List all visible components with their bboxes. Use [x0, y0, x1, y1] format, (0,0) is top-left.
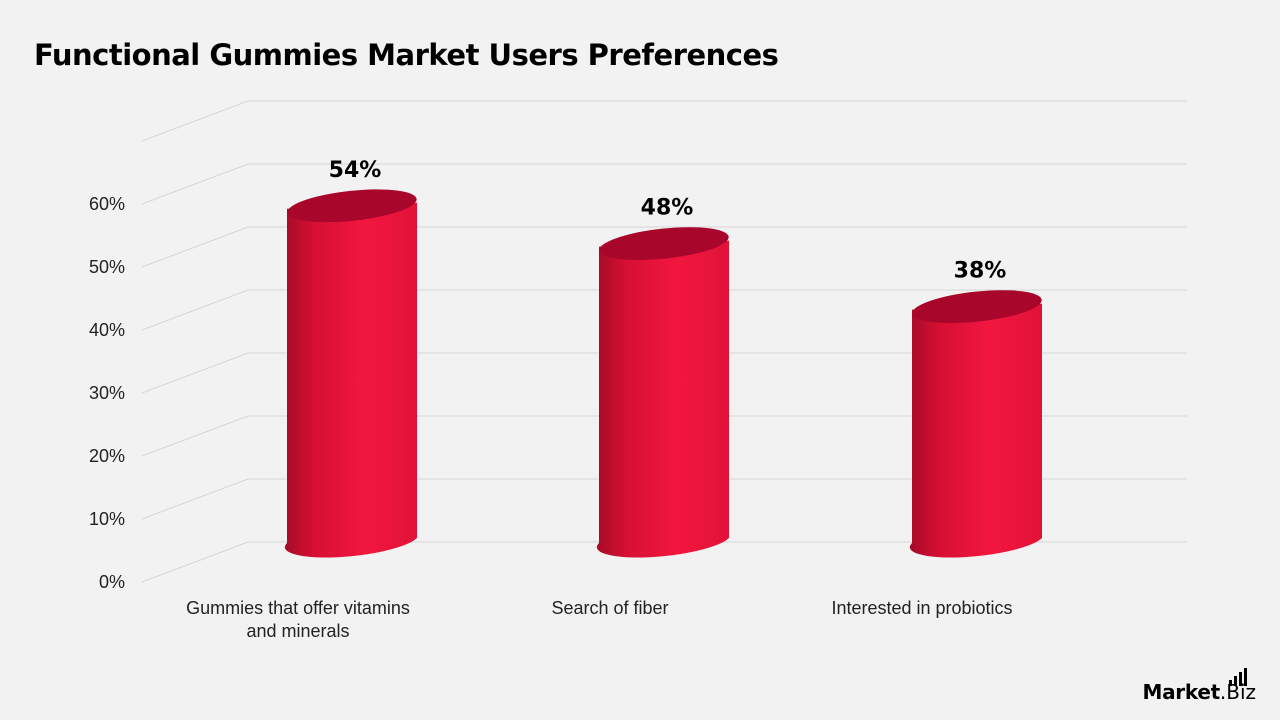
- gridline-diagonal: [141, 100, 249, 142]
- brand-logo: Market .Biz: [1142, 668, 1256, 704]
- x-category-label: and minerals: [246, 621, 349, 641]
- page-title: Functional Gummies Market Users Preferen…: [34, 38, 779, 72]
- bar-body: [284, 202, 417, 558]
- y-tick-label: 0%: [99, 572, 125, 592]
- x-category-label: Search of fiber: [551, 598, 668, 618]
- x-axis: Gummies that offer vitamins and minerals S…: [186, 598, 1012, 641]
- gridline-diagonal: [141, 478, 249, 520]
- bar: [596, 227, 729, 558]
- bar-top: [912, 290, 1042, 323]
- gridline-diagonal: [141, 226, 249, 268]
- data-label: 38%: [954, 259, 1007, 284]
- gridline-diagonal: [141, 415, 249, 457]
- gridline-diagonal: [141, 163, 249, 205]
- y-tick-label: 20%: [89, 446, 125, 466]
- bar-body: [909, 303, 1042, 558]
- x-category-label: Gummies that offer vitamins: [186, 598, 410, 618]
- data-labels: 54% 48% 38%: [329, 158, 1007, 284]
- brand-market-text: Market: [1142, 680, 1221, 704]
- y-axis: 0% 10% 20% 30% 40% 50% 60%: [89, 194, 125, 592]
- bar: [909, 290, 1042, 558]
- y-tick-label: 60%: [89, 194, 125, 214]
- x-category-label: Interested in probiotics: [831, 598, 1012, 618]
- gridline-diagonal: [141, 541, 249, 583]
- bars: [284, 189, 1042, 558]
- gridline-diagonal: [141, 289, 249, 331]
- y-tick-label: 30%: [89, 383, 125, 403]
- y-tick-label: 10%: [89, 509, 125, 529]
- bar: [284, 189, 417, 558]
- y-tick-label: 50%: [89, 257, 125, 277]
- bar-body: [596, 240, 729, 558]
- y-tick-label: 40%: [89, 320, 125, 340]
- data-label: 48%: [641, 196, 694, 221]
- bar-top: [287, 189, 417, 223]
- bar-top: [599, 227, 729, 260]
- brand-biz-text: .Biz: [1219, 680, 1256, 704]
- gridline-diagonal: [141, 352, 249, 394]
- data-label: 54%: [329, 158, 382, 183]
- bar-chart-logo-icon: [1228, 668, 1247, 686]
